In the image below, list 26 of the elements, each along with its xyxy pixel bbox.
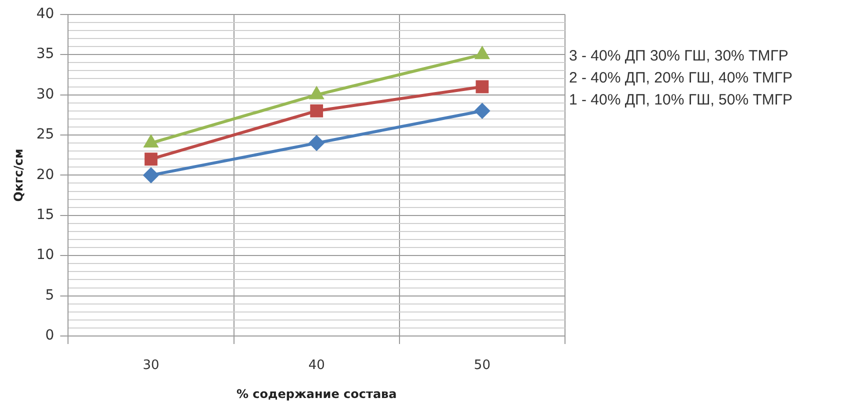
y-tick-label: 5: [45, 287, 54, 304]
x-tick-label: 50: [474, 358, 490, 374]
x-axis-title: % содержание состава: [236, 386, 397, 401]
y-tick-label: 30: [36, 86, 54, 102]
x-tick-label: 30: [142, 358, 160, 374]
y-tick-label: 40: [36, 6, 54, 22]
point: [144, 136, 158, 148]
point: [309, 136, 324, 151]
y-tick-label: 0: [45, 328, 54, 344]
text: 1 - 40% ДП, 10% ГШ, 50% ТМГР: [569, 92, 793, 109]
point: [476, 80, 489, 94]
point: [310, 104, 324, 118]
y-tick-label: 15: [36, 207, 54, 224]
point: [144, 168, 159, 183]
x-tick-label: 40: [308, 358, 325, 374]
y-tick-label: 20: [36, 166, 54, 183]
text: 2 - 40% ДП, 20% ГШ, 40% ТМГР: [569, 70, 793, 87]
point: [474, 103, 490, 118]
y-tick-label: 25: [36, 126, 54, 143]
y-axis-title: Qкгс/см: [11, 148, 26, 202]
y-tick-label: 10: [36, 247, 54, 264]
point: [310, 87, 324, 100]
point: [144, 152, 158, 166]
text: 3 - 40% ДП 30% ГШ, 30% ТМГР: [569, 48, 788, 65]
point: [476, 47, 489, 60]
y-tick-label: 35: [36, 46, 54, 62]
